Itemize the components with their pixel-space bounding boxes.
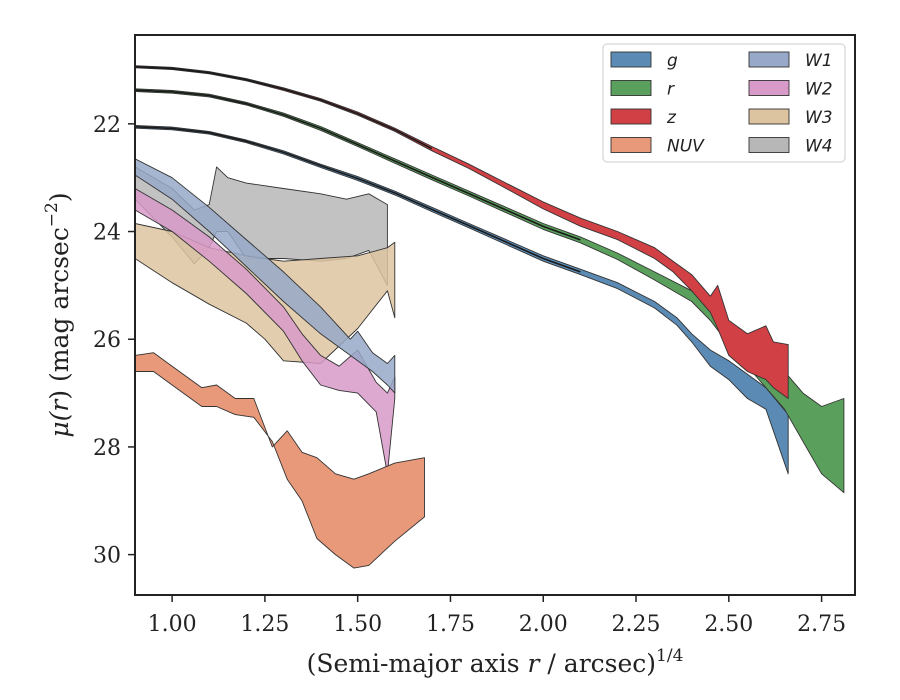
- edge-line-z: [135, 66, 433, 150]
- y-tick-label: 28: [93, 436, 121, 461]
- edge-line-r: [135, 89, 581, 241]
- legend-swatch-nuv: [610, 137, 652, 153]
- x-tick-label: 2.00: [519, 612, 568, 637]
- legend-swatch-z: [610, 108, 652, 125]
- legend: grz NUV W1 W2 W3 W4: [602, 43, 846, 163]
- band-z: [135, 65, 789, 399]
- x-axis-title: (Semi-major axis r / arcsec)1/4: [307, 646, 684, 678]
- x-axis-ticks: 1.00 1.25 1.50 1.75 2.00 2.25 2.50 2.75: [148, 595, 846, 637]
- legend-swatch-g: [610, 51, 652, 68]
- legend-label-w3: W3: [805, 108, 833, 128]
- legend-label-nuv: NUV: [667, 137, 705, 157]
- profile-edge-lines: [135, 66, 581, 273]
- x-tick-label: 2.75: [797, 612, 846, 637]
- x-tick-label: 1.50: [333, 612, 382, 637]
- y-tick-label: 22: [93, 113, 121, 138]
- band-w2: [135, 188, 396, 475]
- legend-swatch-w1: [748, 51, 790, 68]
- y-axis-title: μ(r) (mag arcsec−2): [42, 192, 74, 437]
- x-tick-label: 1.75: [426, 612, 475, 637]
- x-tick-label: 1.25: [240, 612, 289, 637]
- y-tick-label: 30: [93, 544, 121, 569]
- band-nuv: [135, 352, 425, 569]
- y-tick-label: 26: [93, 328, 121, 353]
- y-axis-ticks: 22 24 26 28 30: [93, 113, 135, 569]
- surface-brightness-bands: [135, 65, 845, 569]
- band-w1: [135, 158, 396, 394]
- x-tick-label: 2.25: [612, 612, 661, 637]
- legend-swatch-w4: [748, 137, 790, 153]
- plot-frame: [134, 34, 856, 596]
- band-r: [135, 88, 845, 494]
- legend-label-r: r: [667, 80, 675, 100]
- legend-label-w4: W4: [805, 137, 833, 157]
- x-tick-label: 1.00: [148, 612, 197, 637]
- legend-label-w1: W1: [805, 51, 833, 71]
- band-g: [135, 125, 789, 475]
- y-tick-label: 24: [93, 221, 121, 246]
- legend-swatch-w2: [748, 80, 790, 96]
- legend-swatch-w3: [748, 108, 790, 125]
- legend-label-z: z: [666, 108, 677, 128]
- legend-frame: [602, 43, 846, 163]
- legend-label-g: g: [667, 51, 678, 71]
- edge-line-g: [135, 126, 581, 273]
- legend-swatch-r: [610, 80, 652, 96]
- x-tick-label: 2.50: [704, 612, 753, 637]
- legend-label-w2: W2: [805, 80, 833, 100]
